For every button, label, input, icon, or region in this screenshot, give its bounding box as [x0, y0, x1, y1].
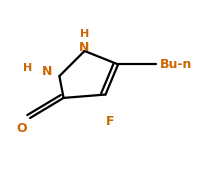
Text: F: F: [106, 115, 114, 128]
Text: H: H: [23, 63, 32, 73]
Text: N: N: [79, 41, 90, 54]
Text: O: O: [16, 122, 27, 135]
Text: H: H: [80, 29, 89, 39]
Text: N: N: [42, 65, 52, 78]
Text: Bu-n: Bu-n: [160, 58, 192, 71]
